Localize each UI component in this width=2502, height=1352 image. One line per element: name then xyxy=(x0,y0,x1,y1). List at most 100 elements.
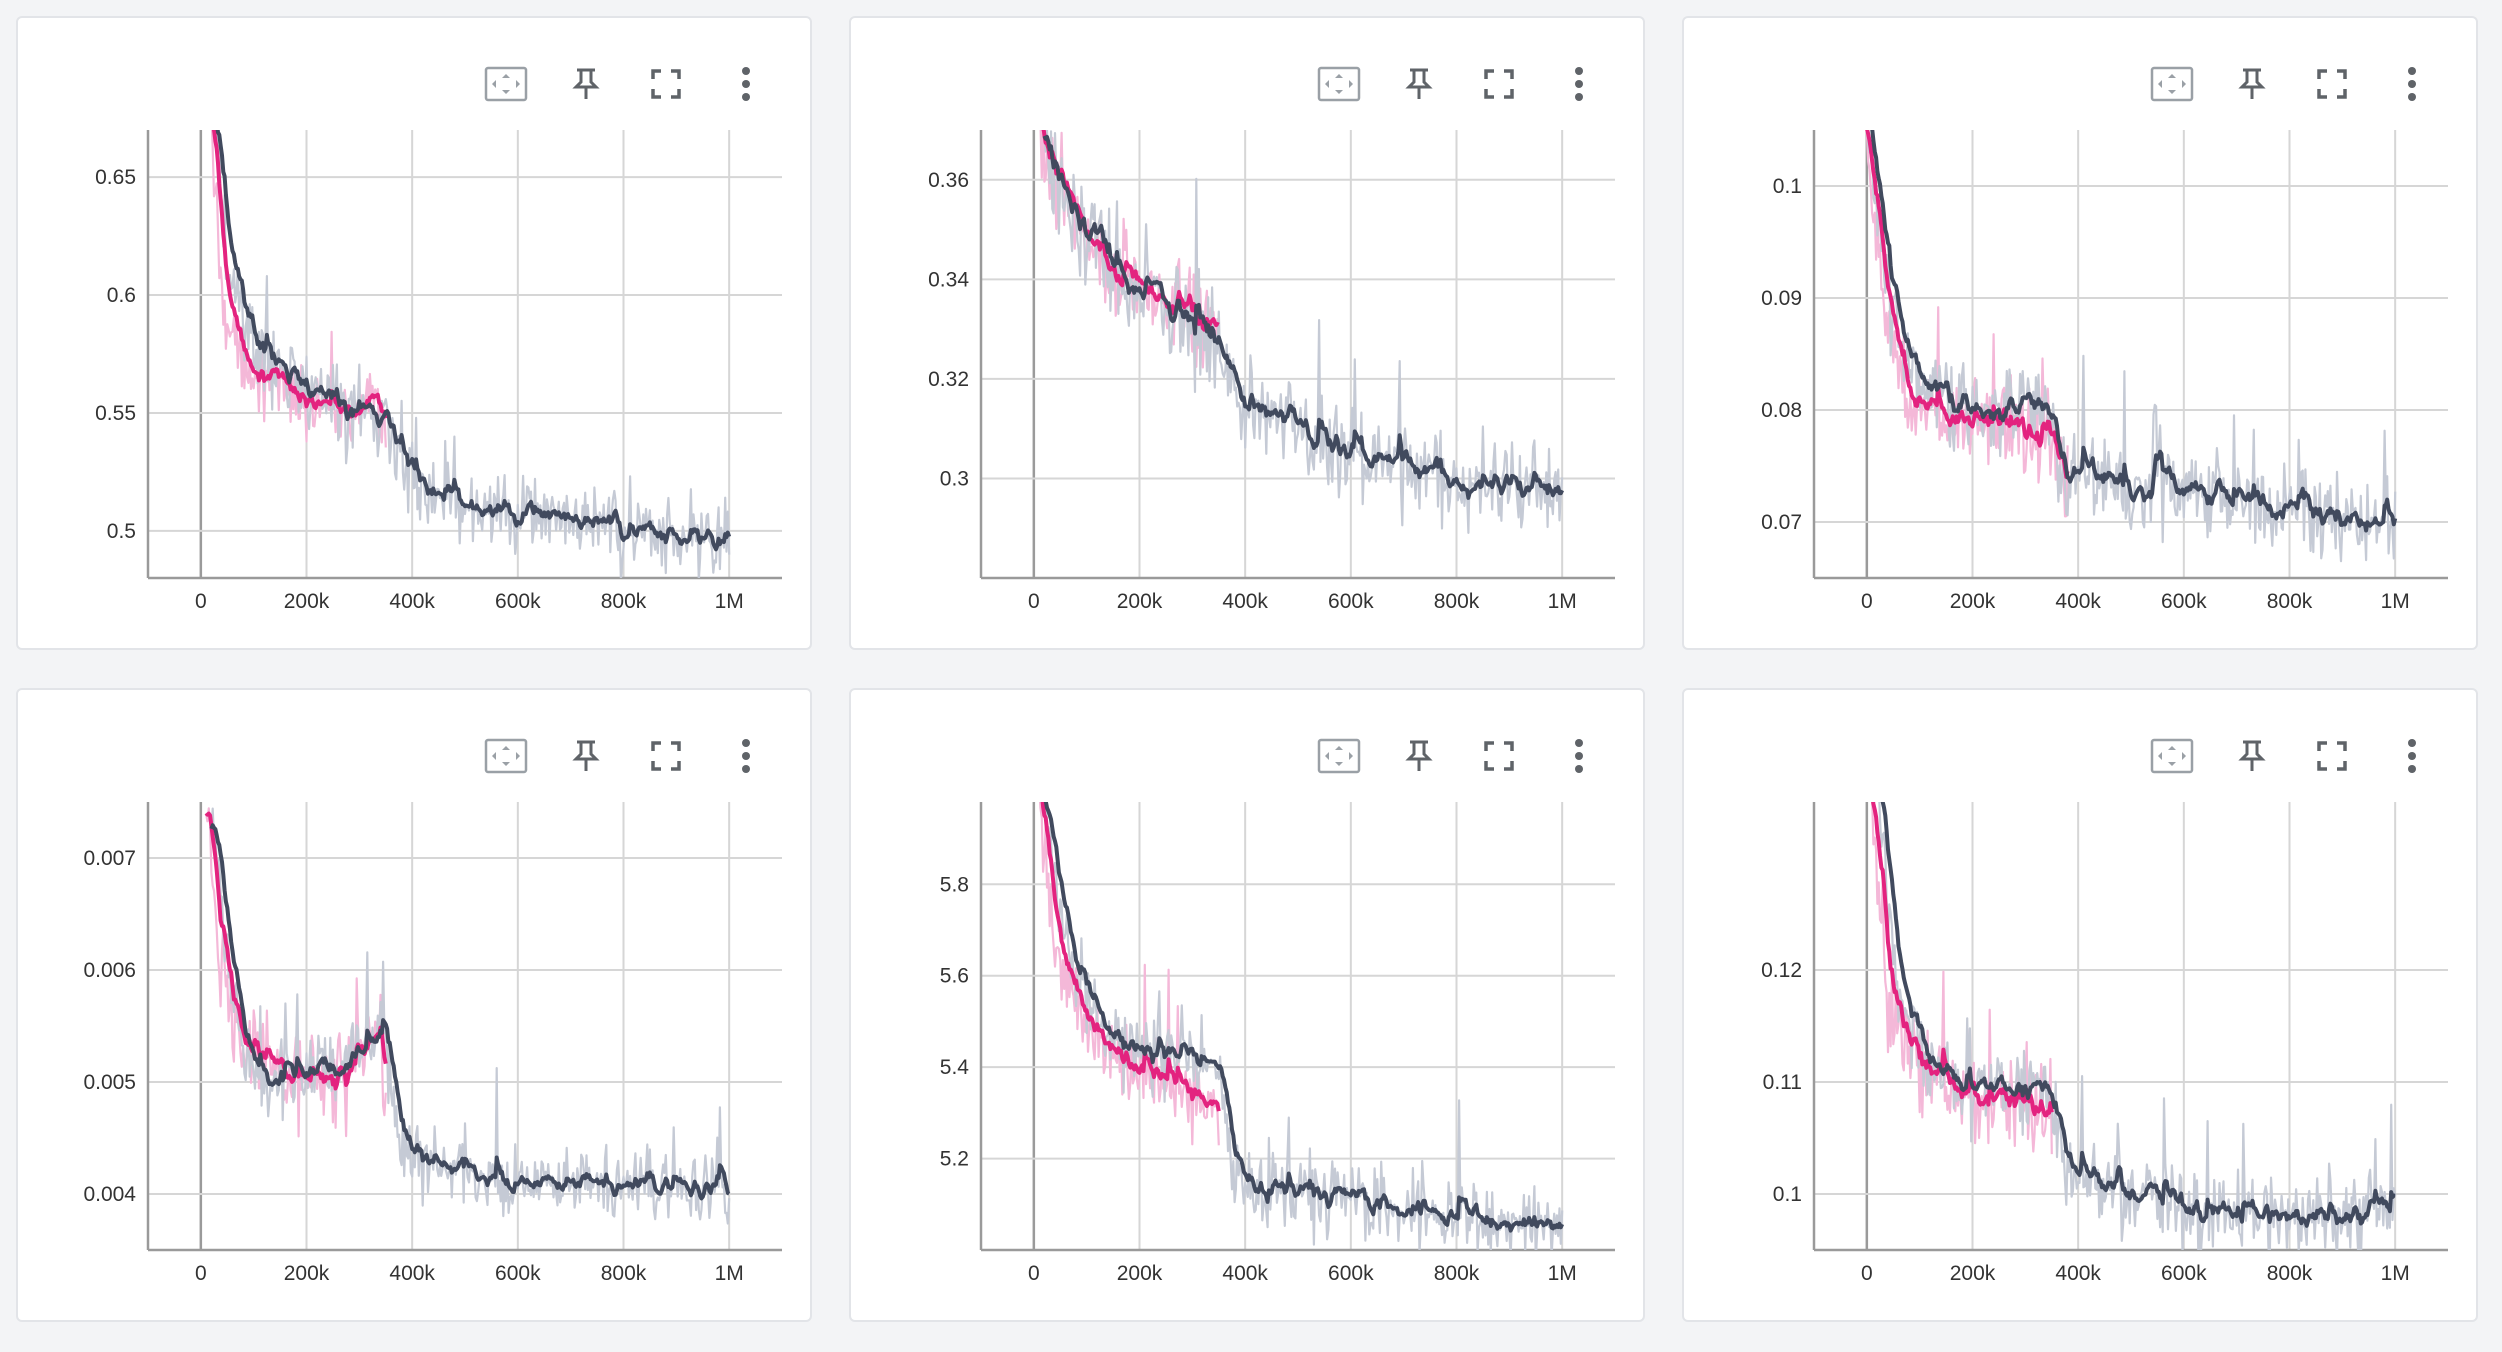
x-tick-label: 600k xyxy=(2161,1262,2207,1285)
more-vert-button[interactable] xyxy=(706,48,786,120)
y-tick-label: 0.1 xyxy=(1773,1183,1802,1206)
line-chart[interactable]: 0 200k 400k 600k 800k 1M 5.2 5.4 5.6 5.8 xyxy=(851,786,1647,1316)
line-chart[interactable]: 0 200k 400k 600k 800k 1M 0.3 0.32 0.34 0.36 xyxy=(851,114,1647,644)
x-tick-label: 200k xyxy=(284,1262,330,1285)
chart-card: 0 200k 400k 600k 800k 1M 0.5 0.55 0.6 0.65 xyxy=(16,16,812,650)
y-tick-label: 0.65 xyxy=(95,166,136,189)
x-tick-label: 1M xyxy=(1548,1262,1577,1285)
x-tick-label: 200k xyxy=(1117,1262,1163,1285)
more-vert-button[interactable] xyxy=(1539,720,1619,792)
fullscreen-icon xyxy=(2316,740,2348,772)
line-chart[interactable]: 0 200k 400k 600k 800k 1M 0.5 0.55 0.6 0.65 xyxy=(18,114,814,644)
chart-card: 0 200k 400k 600k 800k 1M 0.1 0.11 0.12 xyxy=(1682,688,2478,1322)
x-tick-label: 200k xyxy=(1950,1262,1996,1285)
pin-icon xyxy=(2237,739,2267,773)
y-tick-label: 0.36 xyxy=(928,169,969,192)
chart-toolbar xyxy=(1299,720,1619,792)
pin-button[interactable] xyxy=(546,48,626,120)
fit-domain-button[interactable] xyxy=(2132,720,2212,792)
fit-domain-button[interactable] xyxy=(466,720,546,792)
chart-card: 0 200k 400k 600k 800k 1M 0.004 0.005 0.006 0.007 xyxy=(16,688,812,1322)
x-tick-label: 400k xyxy=(2055,590,2101,613)
fit-domain-icon xyxy=(484,738,528,774)
gray-raw-line xyxy=(1878,802,2397,1250)
x-tick-label: 1M xyxy=(715,590,744,613)
x-tick-label: 1M xyxy=(2381,590,2410,613)
pin-button[interactable] xyxy=(2212,720,2292,792)
x-tick-label: 400k xyxy=(1222,1262,1268,1285)
pin-button[interactable] xyxy=(1379,48,1459,120)
fullscreen-button[interactable] xyxy=(2292,48,2372,120)
y-tick-label: 0.32 xyxy=(928,368,969,391)
x-tick-label: 0 xyxy=(1028,590,1040,613)
fullscreen-button[interactable] xyxy=(626,48,706,120)
y-tick-label: 0.006 xyxy=(83,959,136,982)
x-tick-label: 600k xyxy=(2161,590,2207,613)
gray-raw-line xyxy=(210,807,731,1225)
pin-button[interactable] xyxy=(1379,720,1459,792)
more-vert-icon xyxy=(740,738,752,774)
pink-raw-line xyxy=(1039,130,1220,369)
x-tick-label: 0 xyxy=(195,590,207,613)
chart-card: 0 200k 400k 600k 800k 1M 0.3 0.32 0.34 0.36 xyxy=(849,16,1645,650)
gray-smoothed-line xyxy=(1880,802,2396,1228)
fit-domain-button[interactable] xyxy=(1299,720,1379,792)
fit-domain-button[interactable] xyxy=(466,48,546,120)
more-vert-icon xyxy=(2406,738,2418,774)
more-vert-button[interactable] xyxy=(706,720,786,792)
fullscreen-button[interactable] xyxy=(1459,48,1539,120)
x-tick-label: 0 xyxy=(1861,1262,1873,1285)
chart-toolbar xyxy=(466,48,786,120)
more-vert-icon xyxy=(1573,66,1585,102)
fit-domain-button[interactable] xyxy=(1299,48,1379,120)
y-tick-label: 0.08 xyxy=(1761,399,1802,422)
pink-smoothed-line xyxy=(212,130,388,419)
fit-domain-icon xyxy=(484,66,528,102)
chart-toolbar xyxy=(466,720,786,792)
x-tick-label: 1M xyxy=(715,1262,744,1285)
gray-raw-line xyxy=(1043,130,1564,534)
y-tick-label: 0.005 xyxy=(83,1071,136,1094)
gray-smoothed-line xyxy=(1043,802,1565,1233)
chart-toolbar xyxy=(2132,720,2452,792)
line-chart[interactable]: 0 200k 400k 600k 800k 1M 0.004 0.005 0.006 0.007 xyxy=(18,786,814,1316)
x-tick-label: 400k xyxy=(389,1262,435,1285)
x-tick-label: 600k xyxy=(495,590,541,613)
x-tick-label: 800k xyxy=(601,590,647,613)
line-chart[interactable]: 0 200k 400k 600k 800k 1M 0.07 0.08 0.09 0.1 xyxy=(1684,114,2480,644)
pin-icon xyxy=(1404,67,1434,101)
gray-smoothed-line xyxy=(1042,134,1565,500)
fit-domain-icon xyxy=(1317,66,1361,102)
y-tick-label: 0.007 xyxy=(83,847,136,870)
fit-domain-button[interactable] xyxy=(2132,48,2212,120)
chart-card: 0 200k 400k 600k 800k 1M 5.2 5.4 5.6 5.8 xyxy=(849,688,1645,1322)
fit-domain-icon xyxy=(2150,66,2194,102)
fullscreen-button[interactable] xyxy=(626,720,706,792)
pin-button[interactable] xyxy=(546,720,626,792)
more-vert-button[interactable] xyxy=(1539,48,1619,120)
gray-smoothed-line xyxy=(209,823,731,1201)
more-vert-button[interactable] xyxy=(2372,720,2452,792)
pin-icon xyxy=(571,67,601,101)
more-vert-icon xyxy=(740,66,752,102)
x-tick-label: 600k xyxy=(1328,1262,1374,1285)
x-tick-label: 400k xyxy=(2055,1262,2101,1285)
gray-raw-line xyxy=(215,130,731,578)
x-tick-label: 200k xyxy=(1117,590,1163,613)
pin-button[interactable] xyxy=(2212,48,2292,120)
y-tick-label: 0.12 xyxy=(1761,959,1802,982)
line-chart[interactable]: 0 200k 400k 600k 800k 1M 0.1 0.11 0.12 xyxy=(1684,786,2480,1316)
fit-domain-icon xyxy=(1317,738,1361,774)
x-tick-label: 400k xyxy=(1222,590,1268,613)
x-tick-label: 200k xyxy=(1950,590,1996,613)
pink-smoothed-line xyxy=(1871,802,2054,1118)
x-tick-label: 1M xyxy=(2381,1262,2410,1285)
fullscreen-button[interactable] xyxy=(2292,720,2372,792)
gray-smoothed-line xyxy=(1870,130,2398,533)
x-tick-label: 800k xyxy=(2267,1262,2313,1285)
fullscreen-button[interactable] xyxy=(1459,720,1539,792)
pink-smoothed-line xyxy=(1865,130,2070,479)
y-tick-label: 5.2 xyxy=(940,1148,969,1171)
more-vert-button[interactable] xyxy=(2372,48,2452,120)
x-tick-label: 800k xyxy=(601,1262,647,1285)
